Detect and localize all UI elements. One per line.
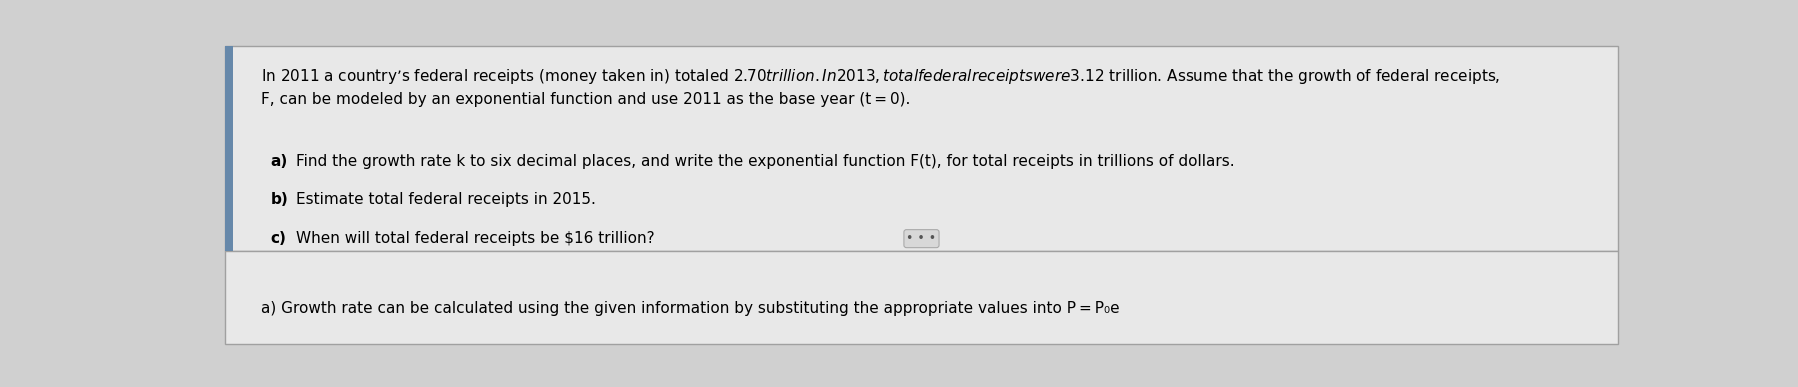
Text: Find the growth rate k to six decimal places, and write the exponential function: Find the growth rate k to six decimal pl… [297, 154, 1235, 169]
FancyBboxPatch shape [225, 46, 234, 250]
Text: b): b) [271, 192, 288, 207]
Text: In 2011 a country’s federal receipts (money taken in) totaled $2.70 trillion. In: In 2011 a country’s federal receipts (mo… [261, 67, 1500, 107]
FancyBboxPatch shape [225, 46, 1618, 250]
FancyBboxPatch shape [225, 250, 1618, 344]
Text: Estimate total federal receipts in 2015.: Estimate total federal receipts in 2015. [297, 192, 595, 207]
Text: • • •: • • • [906, 232, 937, 245]
Text: c): c) [271, 231, 286, 246]
Text: a): a) [271, 154, 288, 169]
Text: a) Growth rate can be calculated using the given information by substituting the: a) Growth rate can be calculated using t… [261, 301, 1120, 316]
Text: When will total federal receipts be $16 trillion?: When will total federal receipts be $16 … [297, 231, 654, 246]
